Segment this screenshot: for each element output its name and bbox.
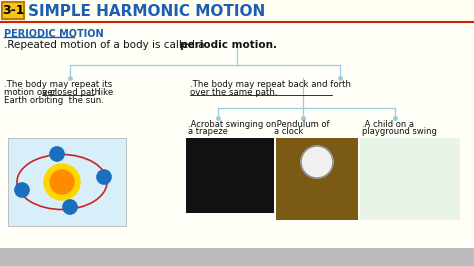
Circle shape bbox=[44, 164, 80, 200]
Circle shape bbox=[15, 183, 29, 197]
Text: motion over: motion over bbox=[4, 88, 59, 97]
Circle shape bbox=[50, 147, 64, 161]
Text: a trapeze: a trapeze bbox=[188, 127, 228, 136]
Circle shape bbox=[301, 146, 333, 178]
FancyBboxPatch shape bbox=[2, 2, 24, 19]
Text: .A child on a: .A child on a bbox=[362, 120, 414, 129]
FancyBboxPatch shape bbox=[186, 138, 274, 213]
FancyBboxPatch shape bbox=[8, 138, 126, 226]
Circle shape bbox=[50, 147, 64, 161]
Text: , like: , like bbox=[93, 88, 113, 97]
Text: .Pendulum of: .Pendulum of bbox=[274, 120, 329, 129]
Text: 3-1: 3-1 bbox=[2, 5, 24, 18]
FancyBboxPatch shape bbox=[0, 248, 474, 266]
Text: SIMPLE HARMONIC MOTION: SIMPLE HARMONIC MOTION bbox=[28, 3, 265, 19]
Text: a closed path: a closed path bbox=[42, 88, 100, 97]
Circle shape bbox=[63, 200, 77, 214]
Text: .The body may repeat its: .The body may repeat its bbox=[4, 80, 112, 89]
Text: .Acrobat swinging on: .Acrobat swinging on bbox=[188, 120, 276, 129]
Circle shape bbox=[97, 170, 111, 184]
Text: playground swing: playground swing bbox=[362, 127, 437, 136]
Circle shape bbox=[63, 200, 77, 214]
Text: .Repeated motion of a body is called a: .Repeated motion of a body is called a bbox=[4, 40, 208, 50]
Text: PERIODIC MOTION: PERIODIC MOTION bbox=[4, 29, 104, 39]
Text: a clock: a clock bbox=[274, 127, 303, 136]
FancyBboxPatch shape bbox=[276, 138, 358, 220]
Circle shape bbox=[15, 183, 29, 197]
FancyBboxPatch shape bbox=[0, 0, 474, 22]
FancyBboxPatch shape bbox=[360, 138, 460, 220]
Text: Earth orbiting  the sun.: Earth orbiting the sun. bbox=[4, 96, 104, 105]
Text: .The body may repeat back and forth: .The body may repeat back and forth bbox=[190, 80, 354, 89]
Text: over the same path.: over the same path. bbox=[190, 88, 277, 97]
Circle shape bbox=[97, 170, 111, 184]
Circle shape bbox=[50, 170, 74, 194]
Text: periodic motion.: periodic motion. bbox=[180, 40, 277, 50]
